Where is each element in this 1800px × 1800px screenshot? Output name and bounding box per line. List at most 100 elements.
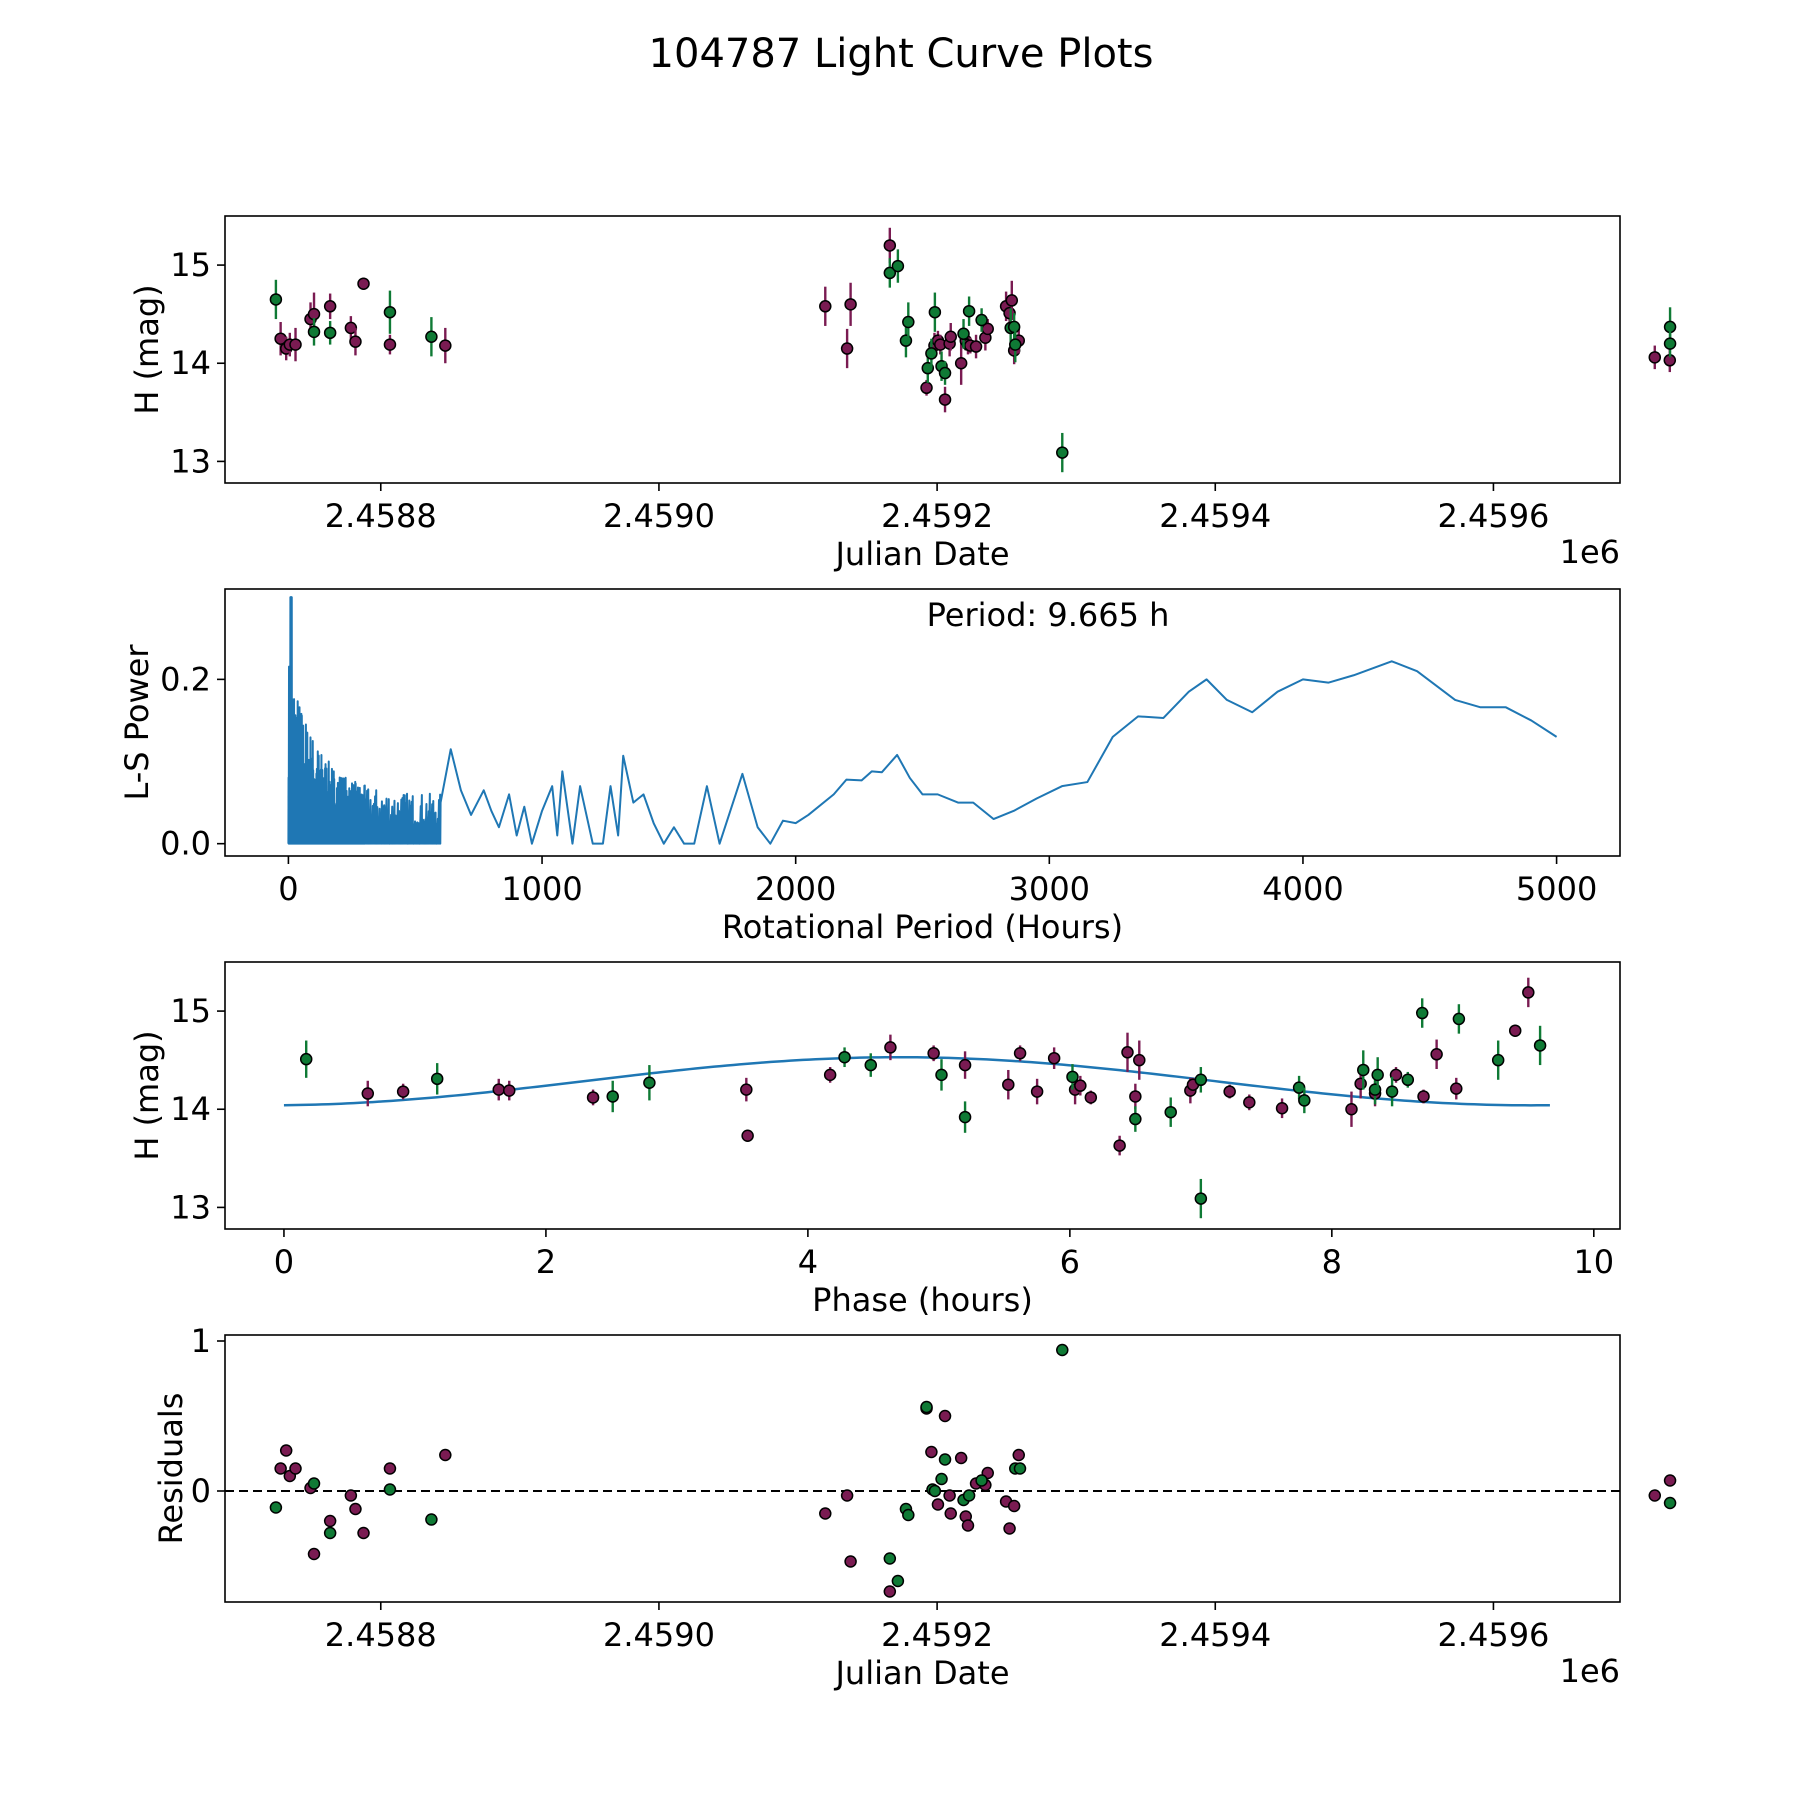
data-point-purple <box>1648 1489 1662 1502</box>
data-point-purple <box>741 1129 754 1142</box>
data-point-purple <box>383 1462 397 1475</box>
data-point-green <box>899 334 913 347</box>
data-point-green <box>891 259 905 273</box>
data-point-green <box>425 330 438 343</box>
x-tick-label: 1000 <box>501 870 582 908</box>
data-point-purple <box>931 1498 945 1511</box>
data-point-purple <box>361 1087 375 1100</box>
data-point-purple <box>307 1547 321 1561</box>
data-point-green <box>938 366 952 380</box>
x-tick-label: 5000 <box>1516 870 1597 908</box>
data-point-green <box>928 1484 942 1498</box>
data-point-purple <box>323 300 337 313</box>
data-point-green <box>1164 1105 1177 1119</box>
residuals-panel: 2.4588 2.4590 2.4592 2.4594 2.4596 0 1 Julian D… <box>152 1322 1677 1692</box>
y-axis-label: H (mag) <box>128 284 166 414</box>
x-axis-label: Julian Date <box>833 1654 1009 1692</box>
x-tick-label: 2.4594 <box>1159 497 1271 535</box>
data-point-purple <box>502 1084 516 1097</box>
data-point-purple <box>1013 1047 1027 1060</box>
data-point-green <box>1298 1094 1311 1107</box>
data-point-green <box>430 1072 444 1086</box>
y-tick-label: 0.0 <box>160 825 211 863</box>
x-tick-label: 3000 <box>1009 870 1090 908</box>
data-point-green <box>1357 1063 1370 1077</box>
data-point-green <box>975 1474 988 1487</box>
data-point-green <box>1401 1073 1415 1087</box>
data-point-purple <box>954 1451 968 1465</box>
data-point-purple <box>920 381 933 395</box>
y-tick-label: 13 <box>170 442 211 480</box>
x-tick-label: 8 <box>1322 1243 1342 1281</box>
x-axis-label: Rotational Period (Hours) <box>722 908 1123 946</box>
plot-area <box>269 227 1677 473</box>
data-point-green <box>307 1477 321 1490</box>
x-tick-label: 4000 <box>1262 870 1343 908</box>
data-point-green <box>323 326 337 340</box>
data-point-purple <box>958 1058 972 1072</box>
x-tick-label: 2000 <box>755 870 836 908</box>
x-axis-label: Phase (hours) <box>812 1281 1033 1319</box>
data-point-purple <box>1522 986 1535 999</box>
data-point-green <box>1385 1085 1399 1098</box>
data-point-green <box>1663 1496 1677 1510</box>
data-point-green <box>1533 1039 1547 1052</box>
data-point-green <box>383 305 397 319</box>
data-point-purple <box>1047 1051 1061 1065</box>
data-point-green <box>1452 1012 1466 1026</box>
axes-frame <box>224 215 1621 484</box>
data-point-purple <box>927 1047 940 1060</box>
ls-power-line <box>287 596 1558 845</box>
data-point-green <box>902 1508 915 1522</box>
periodogram-panel: Period: 9.665 h 0 1000 2000 3000 4000 5000 0.0… <box>118 588 1621 946</box>
data-point-purple <box>1417 1090 1430 1103</box>
data-point-purple <box>938 1409 952 1423</box>
data-point-green <box>883 1552 897 1565</box>
data-point-green <box>1194 1073 1208 1087</box>
data-point-purple <box>349 1502 362 1516</box>
data-point-purple <box>943 1489 956 1502</box>
data-point-green <box>957 327 970 341</box>
data-point-purple <box>357 1526 370 1540</box>
data-point-purple <box>396 1085 410 1098</box>
data-point-green <box>938 1453 952 1466</box>
x-tick-label: 2.4588 <box>325 1616 437 1654</box>
data-point-purple <box>357 277 370 290</box>
y-tick-label: 14 <box>170 344 211 382</box>
phased-panel: 0 2 4 6 8 10 13 14 15 Phase (hours) H (mag) <box>128 961 1621 1319</box>
data-point-purple <box>884 1041 897 1054</box>
y-tick-label: 15 <box>170 992 211 1030</box>
data-point-green <box>935 1472 948 1486</box>
axes-frame <box>224 1334 1621 1603</box>
x-tick-label: 2.4590 <box>603 1616 715 1654</box>
data-point-green <box>902 315 915 329</box>
data-point-purple <box>954 356 968 370</box>
data-point-purple <box>586 1091 600 1104</box>
y-axis-label: L-S Power <box>118 644 156 801</box>
data-point-purple <box>279 1444 293 1457</box>
data-point-purple <box>961 1519 975 1532</box>
data-point-green <box>1056 446 1069 459</box>
data-point-purple <box>383 338 397 351</box>
plot-area <box>287 596 1558 845</box>
data-point-purple <box>840 1489 854 1502</box>
x-tick-label: 2.4594 <box>1159 1616 1271 1654</box>
data-point-purple <box>1121 1046 1134 1059</box>
y-tick-label: 0.2 <box>160 660 211 698</box>
data-point-purple <box>307 307 321 321</box>
x-tick-label: 0 <box>274 1243 294 1281</box>
data-point-green <box>269 293 283 306</box>
y-axis-label: Residuals <box>152 1393 190 1545</box>
data-point-green <box>606 1090 619 1103</box>
x-tick-label: 2.4592 <box>881 1616 993 1654</box>
data-point-green <box>1066 1070 1079 1084</box>
period-annotation: Period: 9.665 h <box>927 596 1170 634</box>
data-point-purple <box>289 338 302 351</box>
data-point-green <box>962 304 976 318</box>
x-axis-label: Julian Date <box>833 535 1009 573</box>
data-point-purple <box>1003 1522 1016 1535</box>
data-point-purple <box>349 335 362 348</box>
data-point-purple <box>840 342 854 355</box>
